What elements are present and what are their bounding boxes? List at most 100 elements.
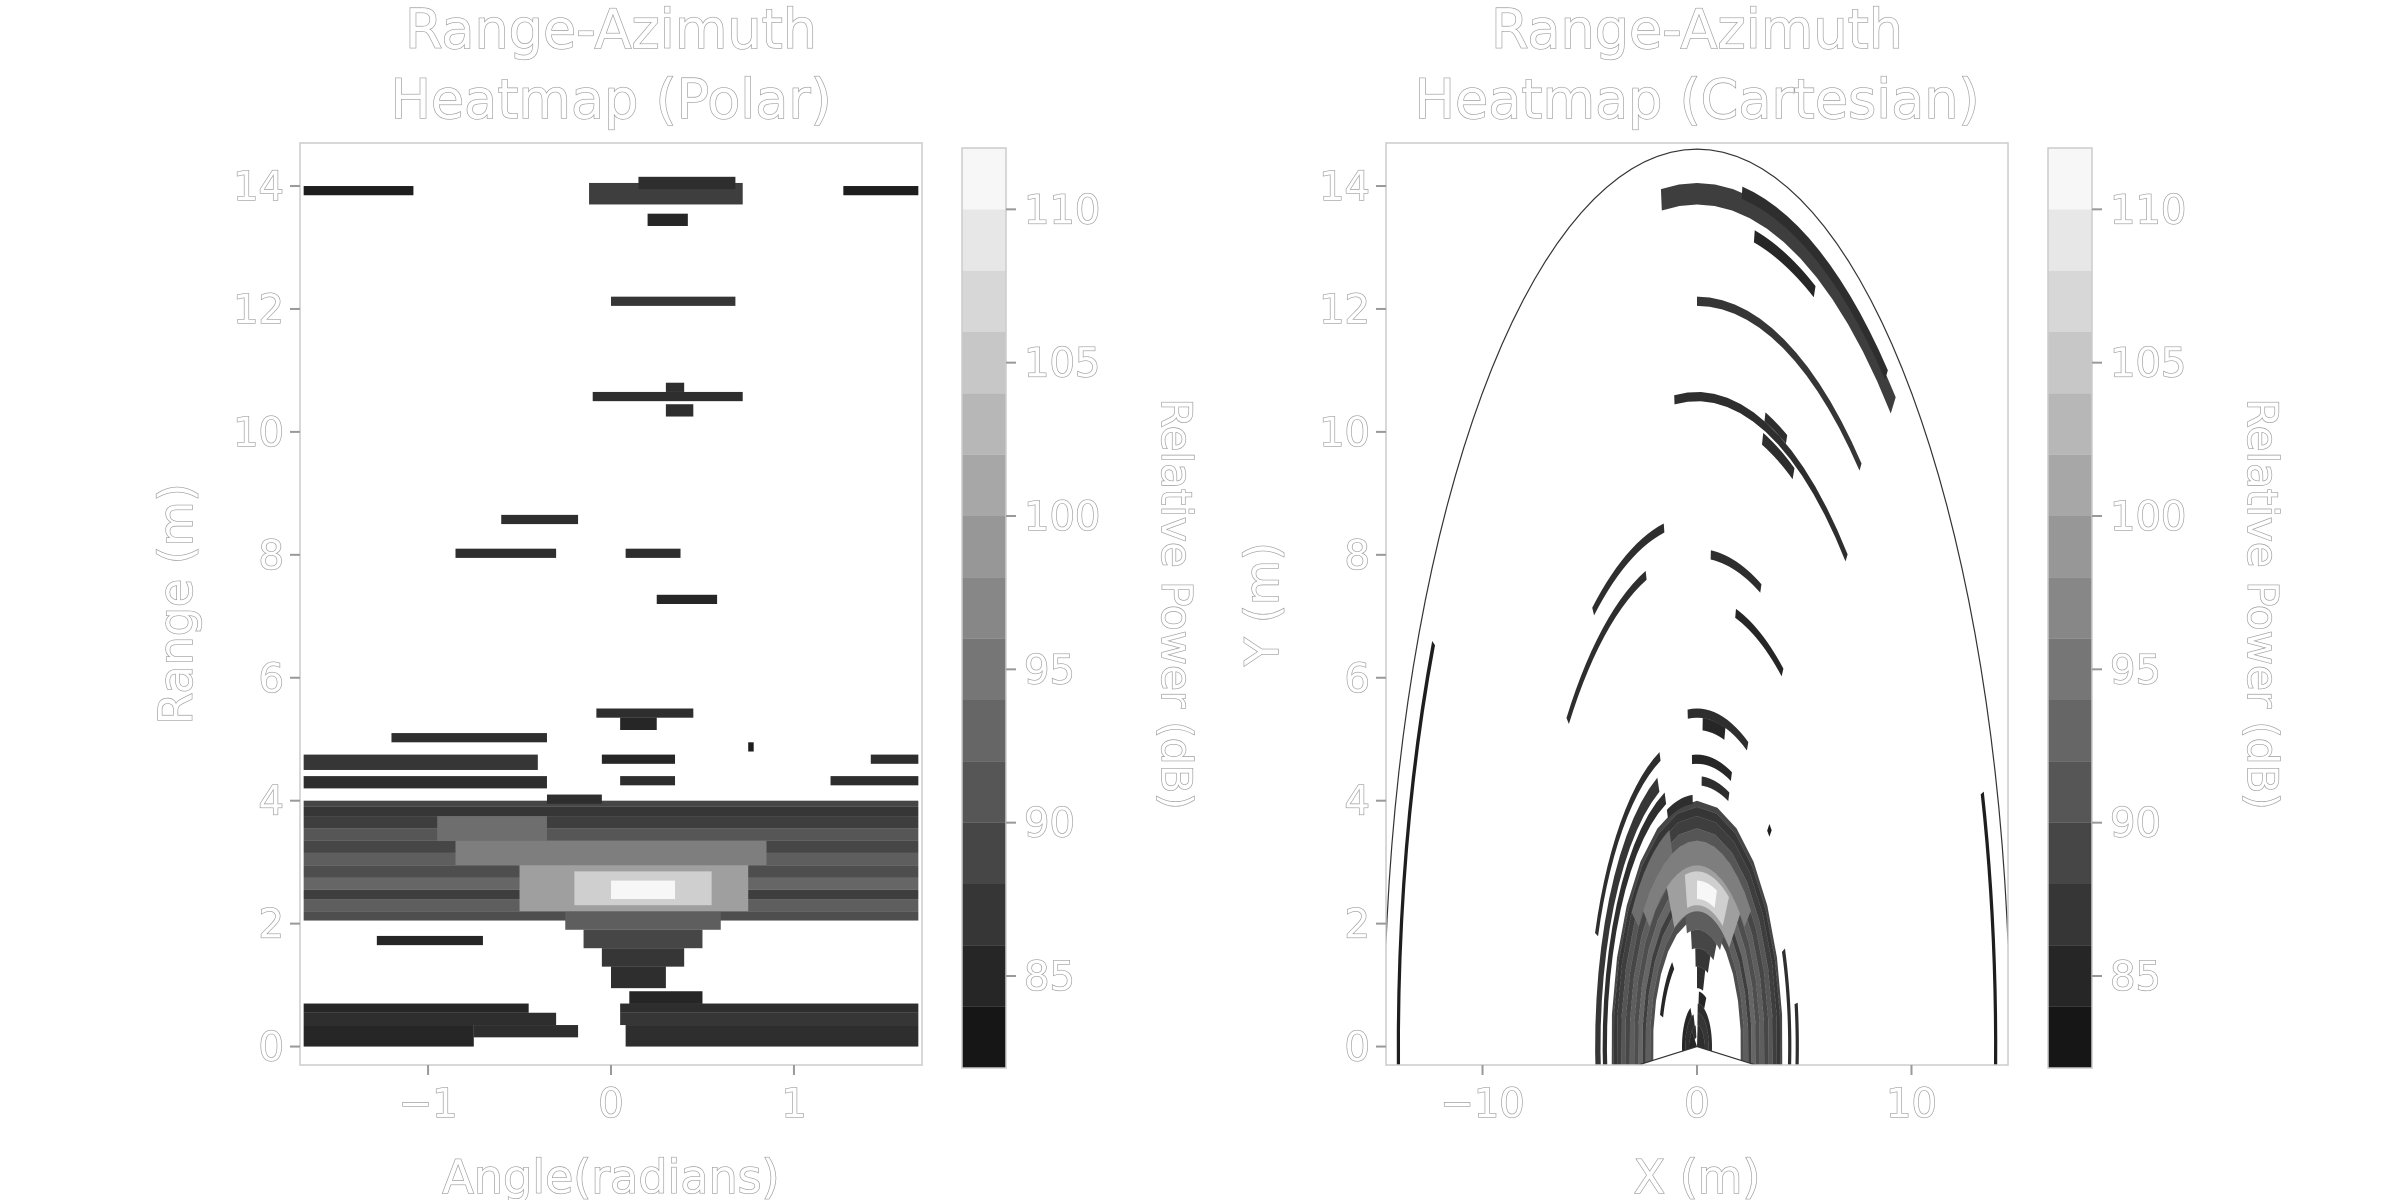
cartesian-heatmap-cell [1660,182,1896,414]
polar-heatmap-cell [629,991,703,1004]
polar-heatmap-cell [620,776,676,786]
polar-colorbar-band [962,761,1006,823]
cartesian-y-tick-label: 14 [1319,164,1370,210]
cartesian-y-tick-label: 2 [1345,902,1370,948]
polar-heatmap-cells [303,176,919,1047]
polar-colorbar-tick-label: 105 [1024,341,1100,387]
polar-colorbar-band [962,270,1006,332]
polar-colorbar-band [962,332,1006,394]
polar-colorbar-band [962,577,1006,639]
polar-x-axis-label: Angle(radians) [442,1150,779,1200]
polar-heatmap-cell [625,548,681,558]
cartesian-colorbar-tick-label: 85 [2110,954,2161,1000]
cartesian-heatmap-cell [1697,1025,1705,1049]
polar-heatmap-cell [611,880,676,900]
polar-heatmap-cell [501,514,579,525]
polar-title-line2: Heatmap (Polar) [390,68,831,131]
cartesian-heatmap-cell [1681,1007,1692,1052]
polar-colorbar-band [962,209,1006,271]
polar-x-axis: −1 0 1 [398,1065,807,1128]
cartesian-heatmap-cell [1691,1025,1697,1040]
cartesian-colorbar-tick-label: 105 [2110,341,2186,387]
polar-heatmap-cell [596,708,694,718]
cartesian-colorbar-band [2048,577,2092,639]
cartesian-heatmap-cell [1660,961,1675,1018]
polar-y-tick-label: 10 [233,410,284,456]
cartesian-colorbar-band [2048,393,2092,455]
cartesian-heatmap-cell [1781,948,1792,1065]
cartesian-heatmap-cell [1701,776,1730,802]
polar-colorbar: 85 90 95 100 105 110 [961,147,1101,1069]
polar-x-tick-label: 0 [598,1081,623,1127]
polar-heatmap-cell [303,754,538,770]
polar-colorbar-tick-label: 85 [1024,954,1075,1000]
cartesian-heatmap-cell [1566,570,1647,725]
polar-y-tick-label: 14 [233,164,284,210]
cartesian-colorbar-label: Relative Power (dB) [2238,398,2287,809]
cartesian-heatmap-cell [1735,608,1784,677]
polar-colorbar-tick-label: 95 [1024,647,1075,693]
cartesian-fov-boundary [1386,148,2008,1065]
cartesian-colorbar-band [2048,332,2092,394]
cartesian-y-tick-label: 10 [1319,410,1370,456]
cartesian-colorbar-band [2048,148,2092,210]
cartesian-heatmap-cell [1697,966,1706,991]
polar-colorbar-tick-label: 100 [1024,494,1100,540]
cartesian-heatmap-cell [1691,754,1732,781]
polar-heatmap-cell [638,176,736,190]
polar-heatmap-cell [830,776,919,786]
cartesian-colorbar-band [2048,638,2092,700]
cartesian-title-line1: Range-Azimuth [1491,0,1903,61]
polar-y-axis: 0 2 4 6 8 10 12 14 [232,163,300,1071]
polar-heatmap-cell [620,1003,919,1013]
polar-heatmap-cell [303,1012,557,1026]
cartesian-colorbar: 85 90 95 100 105 110 [2047,147,2187,1069]
cartesian-heatmap-cell [1764,412,1788,444]
polar-heatmap-cell [748,742,754,752]
polar-chart: Range-Azimuth Heatmap (Polar) −1 0 1 0 2 4 6 8… [148,0,1201,1200]
cartesian-x-tick-label: 0 [1684,1081,1709,1127]
cartesian-y-axis-label: Y (m) [1235,542,1289,666]
cartesian-heatmap-cell [1697,1003,1713,1052]
polar-heatmap-cell [620,1012,919,1026]
cartesian-heatmap-cell [1695,948,1711,973]
polar-heatmap-cell [611,296,736,306]
cartesian-colorbar-band [2048,761,2092,823]
cartesian-heatmap-cell [1980,791,1998,1065]
polar-heatmap-cell [611,966,666,989]
polar-heatmap-cell [656,594,718,604]
polar-colorbar-band [962,1006,1006,1068]
cartesian-heatmap-cell [1697,1012,1709,1051]
polar-y-tick-label: 2 [259,902,284,948]
polar-heatmap-cell [601,948,685,967]
polar-colorbar-band [962,638,1006,700]
cartesian-heatmap-cell [1687,708,1749,751]
polar-heatmap-cell [665,382,685,392]
cartesian-chart: Range-Azimuth Heatmap (Cartesian) −10 0 10… [1234,0,2287,1200]
cartesian-heatmap-cell [1631,830,1673,927]
polar-colorbar-frame [961,147,1007,1069]
cartesian-heatmap-cell [1643,840,1751,927]
cartesian-heatmap-cell [1595,777,1660,1065]
cartesian-colorbar-tick-label: 90 [2110,801,2161,847]
cartesian-heatmap-cell [1690,929,1717,961]
polar-heatmap-cell [665,404,694,417]
cartesian-colorbar-band [2048,945,2092,1007]
cartesian-colorbar-band [2048,700,2092,762]
polar-colorbar-label: Relative Power (dB) [1152,398,1201,809]
cartesian-colorbar-band [2048,270,2092,332]
polar-colorbar-band [962,822,1006,884]
polar-colorbar-tick-label: 90 [1024,801,1075,847]
cartesian-x-tick-label: 10 [1886,1081,1937,1127]
cartesian-colorbar-tick-label: 95 [2110,647,2161,693]
cartesian-y-tick-label: 12 [1319,287,1370,333]
polar-colorbar-band [962,393,1006,455]
cartesian-heatmap-cells [1386,148,2008,1065]
cartesian-y-axis: 0 2 4 6 8 10 12 14 [1318,163,1386,1071]
polar-heatmap-cell [473,1025,579,1038]
polar-heatmap-cell [303,1025,474,1047]
polar-colorbar-band [962,516,1006,578]
cartesian-colorbar-band [2048,884,2092,946]
polar-y-tick-label: 12 [233,287,284,333]
